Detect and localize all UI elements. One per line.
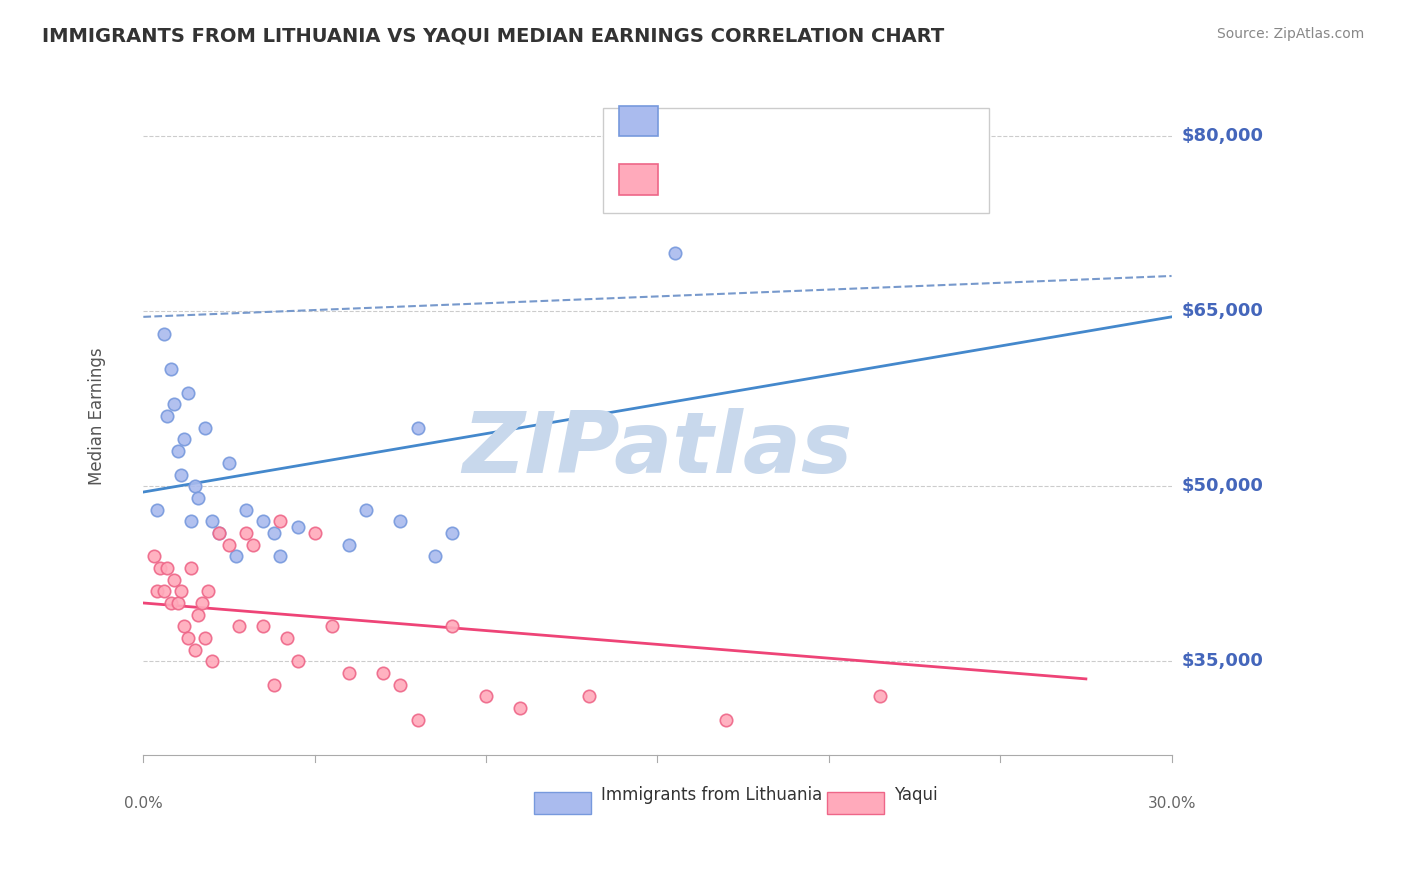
Point xyxy=(337,538,360,552)
Bar xyxy=(827,792,883,814)
Text: $80,000: $80,000 xyxy=(1182,127,1264,145)
Point xyxy=(201,654,224,668)
Point xyxy=(197,584,219,599)
Text: IMMIGRANTS FROM LITHUANIA VS YAQUI MEDIAN EARNINGS CORRELATION CHART: IMMIGRANTS FROM LITHUANIA VS YAQUI MEDIA… xyxy=(42,27,945,45)
Point xyxy=(354,502,377,516)
Point xyxy=(228,619,250,633)
Text: Median Earnings: Median Earnings xyxy=(89,347,105,485)
Point xyxy=(142,549,165,564)
Point xyxy=(153,327,176,342)
Point xyxy=(166,596,188,610)
Point xyxy=(269,514,291,528)
Point xyxy=(321,619,343,633)
Bar xyxy=(620,164,658,194)
Text: $35,000: $35,000 xyxy=(1182,652,1264,671)
Point xyxy=(263,678,285,692)
Point xyxy=(173,619,195,633)
Point xyxy=(252,514,274,528)
Point xyxy=(287,520,309,534)
Point xyxy=(208,525,231,540)
Point xyxy=(242,538,264,552)
Point xyxy=(149,561,172,575)
Point xyxy=(869,690,891,704)
Point xyxy=(287,654,309,668)
Point xyxy=(163,397,186,411)
Point xyxy=(159,362,181,376)
Point xyxy=(664,245,686,260)
Point xyxy=(187,491,209,505)
Point xyxy=(194,421,217,435)
Point xyxy=(714,713,737,727)
Bar xyxy=(620,106,658,136)
Point xyxy=(475,690,498,704)
Text: Source: ZipAtlas.com: Source: ZipAtlas.com xyxy=(1216,27,1364,41)
Point xyxy=(180,561,202,575)
Point xyxy=(170,467,193,482)
Bar xyxy=(534,792,591,814)
Text: ZIPatlas: ZIPatlas xyxy=(463,409,852,491)
Point xyxy=(218,538,240,552)
Point xyxy=(304,525,326,540)
Point xyxy=(170,584,193,599)
Text: 0.0%: 0.0% xyxy=(124,796,163,811)
Point xyxy=(406,713,429,727)
Point xyxy=(187,607,209,622)
Point xyxy=(406,421,429,435)
Point xyxy=(389,678,412,692)
Point xyxy=(263,525,285,540)
Text: Immigrants from Lithuania: Immigrants from Lithuania xyxy=(600,786,823,804)
Point xyxy=(509,701,531,715)
Point xyxy=(373,666,395,681)
Point xyxy=(423,549,446,564)
Point xyxy=(177,385,200,400)
Point xyxy=(184,479,207,493)
Bar xyxy=(603,108,988,213)
Point xyxy=(337,666,360,681)
Point xyxy=(817,128,839,143)
Point xyxy=(173,433,195,447)
Point xyxy=(159,596,181,610)
Point xyxy=(235,525,257,540)
Point xyxy=(153,584,176,599)
Point xyxy=(180,514,202,528)
Point xyxy=(235,502,257,516)
Text: R =  0.182   N = 30: R = 0.182 N = 30 xyxy=(671,112,862,129)
Point xyxy=(177,631,200,645)
Point xyxy=(276,631,298,645)
Point xyxy=(252,619,274,633)
Point xyxy=(218,456,240,470)
Point xyxy=(184,642,207,657)
Point xyxy=(146,502,169,516)
Point xyxy=(269,549,291,564)
Point xyxy=(578,690,600,704)
Point xyxy=(389,514,412,528)
Point xyxy=(190,596,212,610)
Point xyxy=(166,444,188,458)
Point xyxy=(156,561,179,575)
Point xyxy=(201,514,224,528)
Text: $50,000: $50,000 xyxy=(1182,477,1264,495)
Point xyxy=(146,584,169,599)
Text: R = -0.144   N = 40: R = -0.144 N = 40 xyxy=(671,168,863,186)
Point xyxy=(208,525,231,540)
Point xyxy=(440,619,463,633)
Point xyxy=(194,631,217,645)
Point xyxy=(156,409,179,424)
Text: 30.0%: 30.0% xyxy=(1147,796,1197,811)
Text: Yaqui: Yaqui xyxy=(894,786,938,804)
Point xyxy=(163,573,186,587)
Point xyxy=(225,549,247,564)
Text: $65,000: $65,000 xyxy=(1182,302,1264,320)
Point xyxy=(440,525,463,540)
